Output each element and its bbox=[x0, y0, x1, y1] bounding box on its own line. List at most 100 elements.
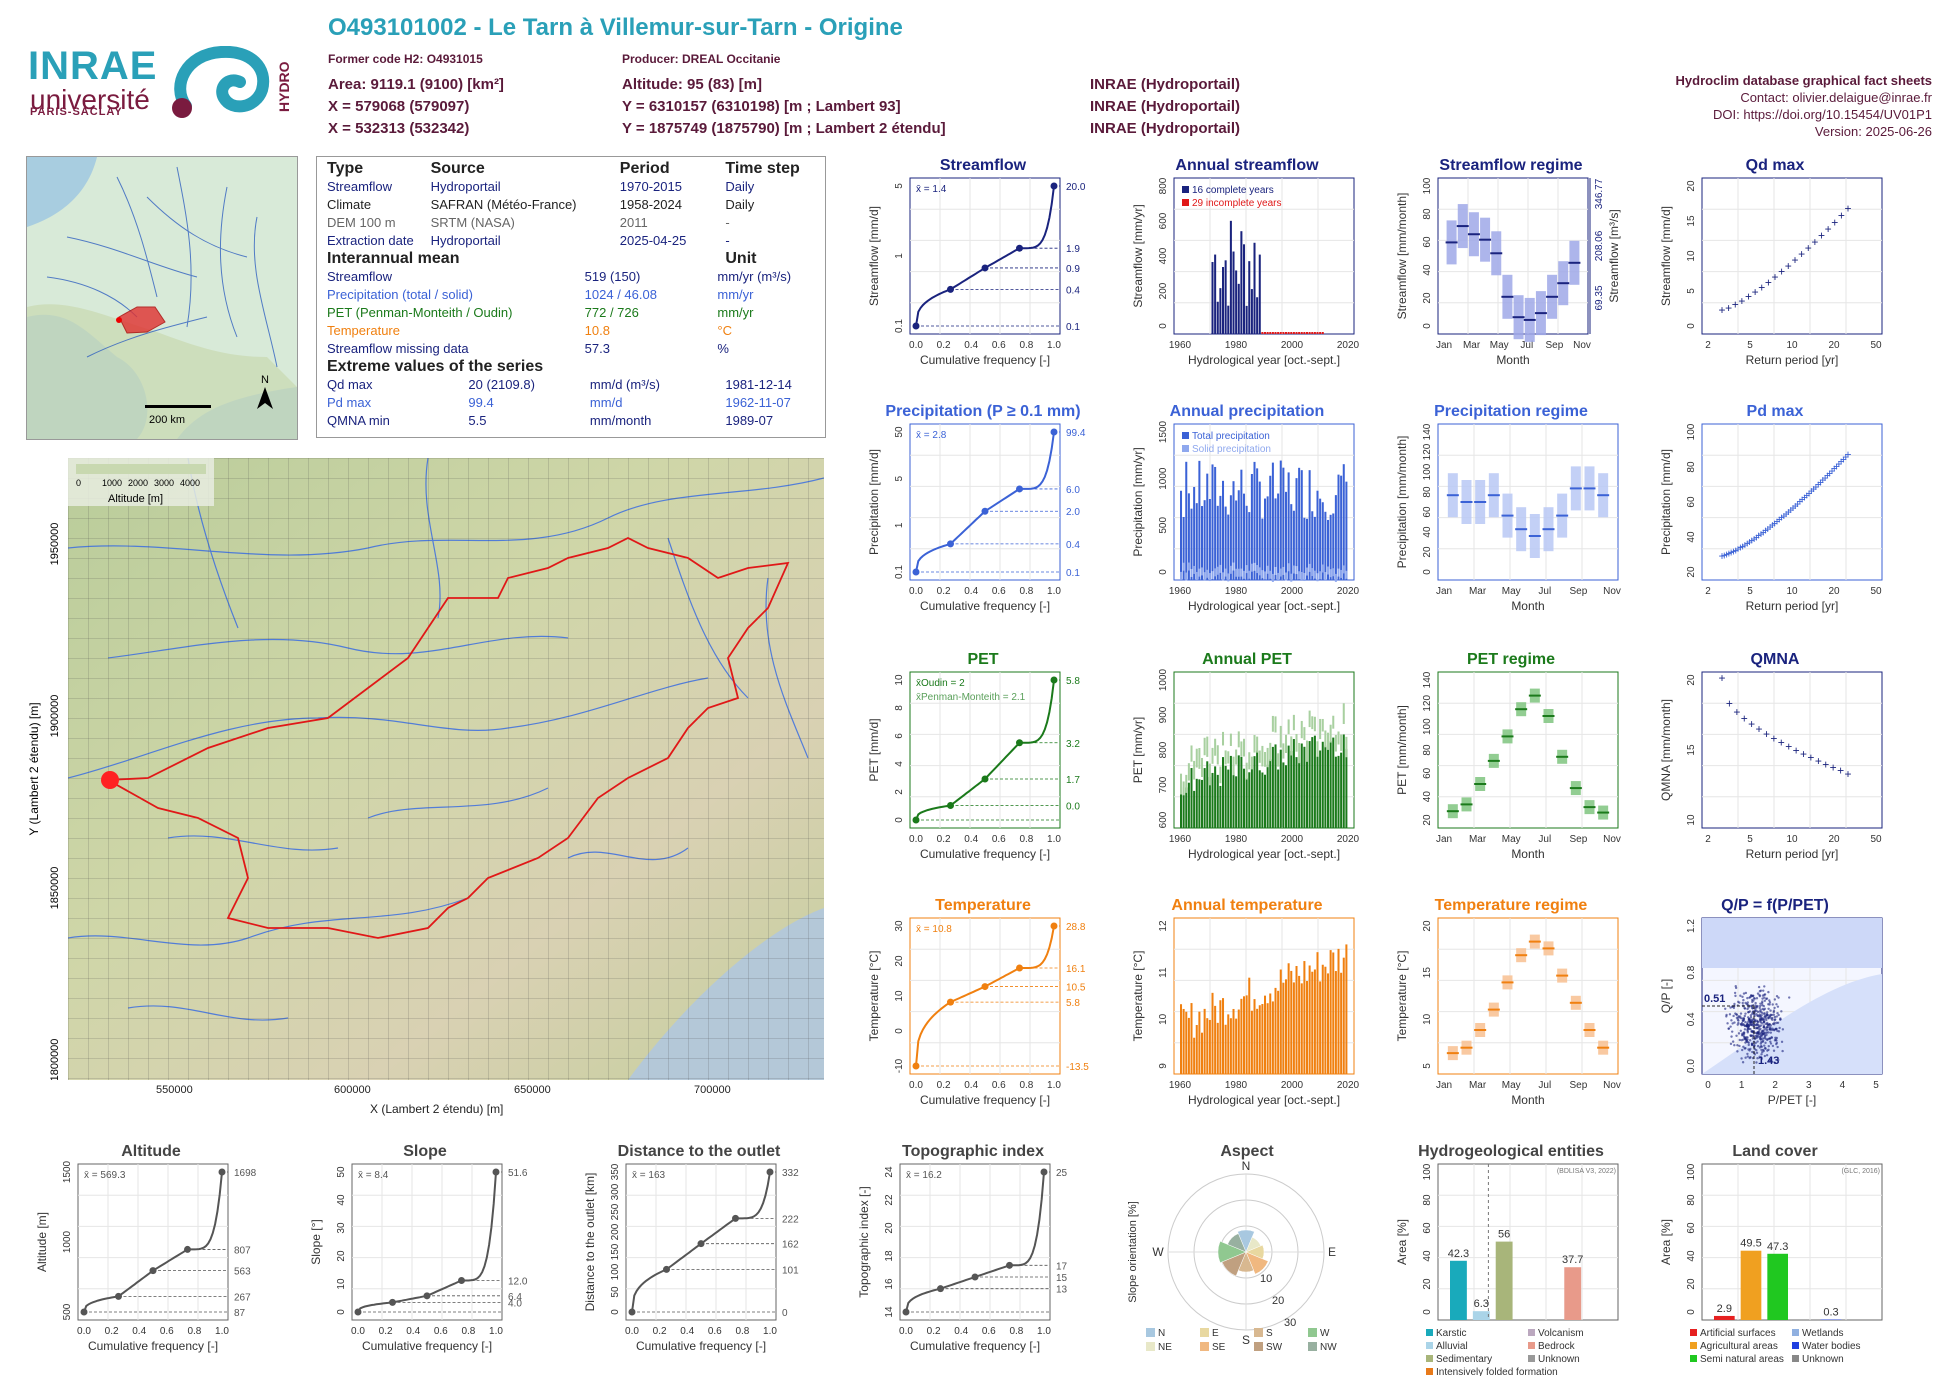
x-tick-label: 1.0 bbox=[1047, 834, 1061, 845]
bar bbox=[1216, 745, 1219, 765]
bar bbox=[1564, 1267, 1582, 1320]
bar bbox=[1214, 254, 1217, 334]
data-point bbox=[1744, 1047, 1747, 1050]
bar bbox=[1216, 505, 1219, 580]
bar bbox=[1292, 714, 1295, 731]
data-point bbox=[1747, 1048, 1750, 1051]
y-tick-label: 20 bbox=[1422, 546, 1433, 558]
data-point bbox=[1771, 1022, 1775, 1026]
bar bbox=[1198, 1011, 1201, 1074]
bar bbox=[1206, 1018, 1209, 1074]
bar bbox=[1256, 468, 1259, 580]
bar bbox=[1282, 982, 1285, 1074]
x-tick-label: Nov bbox=[1603, 834, 1621, 845]
chart-qmna: QMNA Return period [yr] QMNA [mm/month] 2 5 1… bbox=[1659, 651, 1883, 861]
x-tick-label: 0.2 bbox=[105, 1326, 119, 1337]
data-point bbox=[1764, 1047, 1767, 1050]
data-point bbox=[1768, 1037, 1771, 1040]
x-tick-label: 0.4 bbox=[954, 1326, 968, 1337]
data-point bbox=[1776, 1045, 1779, 1049]
legend-label: Volcanism bbox=[1538, 1328, 1584, 1339]
x-tick-label: May bbox=[1502, 586, 1521, 597]
data-point: + bbox=[1769, 518, 1776, 532]
catchment-outline bbox=[104, 536, 790, 939]
data-point bbox=[1771, 1028, 1774, 1032]
bar bbox=[1240, 756, 1243, 828]
data-point: + bbox=[1785, 740, 1792, 754]
data-point bbox=[1768, 999, 1771, 1002]
source-label: (BDLISA V3, 2022) bbox=[1557, 1168, 1616, 1175]
bar bbox=[1182, 1008, 1185, 1074]
bar bbox=[1214, 738, 1217, 756]
bar bbox=[1269, 742, 1272, 762]
bar bbox=[1290, 332, 1293, 334]
bar bbox=[1256, 565, 1259, 574]
legend-swatch bbox=[1200, 1328, 1209, 1337]
extreme-value: 5.5 bbox=[468, 413, 487, 428]
bar bbox=[1243, 244, 1246, 334]
bar bbox=[1229, 755, 1232, 828]
data-point: + bbox=[1835, 457, 1842, 471]
data-point bbox=[1757, 1023, 1760, 1027]
map-yaxis: 1950000 1900000 1850000 1800000 Y (Lambe… bbox=[27, 523, 61, 1080]
data-point bbox=[1788, 996, 1791, 999]
y-tick-label: 80 bbox=[1422, 744, 1433, 756]
bar bbox=[1266, 1003, 1269, 1074]
data-point bbox=[1768, 1001, 1772, 1004]
mean-label: Streamflow missing data bbox=[327, 341, 469, 356]
data-point bbox=[732, 1214, 739, 1222]
data-point bbox=[1730, 1030, 1734, 1033]
x-tick-label: 50 bbox=[1870, 340, 1882, 351]
right-tick-label: 1698 bbox=[234, 1168, 257, 1179]
bar bbox=[1311, 716, 1314, 730]
bar bbox=[1227, 1014, 1230, 1074]
data-point: + bbox=[1838, 208, 1845, 222]
right-tick-label: 69.35 bbox=[1594, 285, 1605, 310]
x-tick-label: 0.0 bbox=[351, 1326, 365, 1337]
chart-title: Annual PET bbox=[1202, 651, 1292, 668]
bar-value-label: 2.9 bbox=[1717, 1303, 1732, 1315]
y-tick-label: 40 bbox=[1422, 526, 1433, 538]
y-tick-label: 40 bbox=[1686, 531, 1697, 543]
legend-swatch bbox=[1308, 1342, 1317, 1351]
bar bbox=[1306, 332, 1309, 334]
y-tick-label: 20 bbox=[1422, 292, 1433, 304]
data-point bbox=[1743, 1028, 1747, 1031]
bar bbox=[1329, 741, 1332, 828]
bar bbox=[1345, 736, 1348, 758]
data-point bbox=[1733, 1044, 1736, 1047]
x-axis-label: Month bbox=[1496, 353, 1529, 367]
data-point bbox=[1759, 989, 1763, 992]
chart-title: QMNA bbox=[1751, 651, 1800, 668]
y-lambert2e: Y = 1875749 (1875790) [m ; Lambert 2 éte… bbox=[622, 120, 946, 137]
x-tick-label: 1980 bbox=[1225, 586, 1248, 597]
data-point bbox=[1776, 1011, 1779, 1015]
data-point bbox=[1744, 1001, 1747, 1005]
info-table-header: Type Source Period Time step bbox=[327, 160, 815, 178]
data-point bbox=[1767, 1017, 1770, 1020]
bar bbox=[1274, 716, 1277, 733]
bar bbox=[1256, 736, 1259, 753]
bar bbox=[1298, 332, 1301, 334]
data-point bbox=[1754, 1041, 1757, 1045]
bar bbox=[1216, 301, 1219, 334]
y-tick-label: 5 bbox=[894, 475, 905, 481]
altitude-legend-tick: 4000 bbox=[180, 478, 200, 488]
data-point: + bbox=[1793, 743, 1800, 757]
x-tick-label: 1.0 bbox=[1047, 340, 1061, 351]
right-tick-label: 807 bbox=[234, 1245, 251, 1256]
x-tick-label: 0.0 bbox=[909, 586, 923, 597]
data-point: + bbox=[1756, 722, 1763, 736]
chart-pd_max: Pd max Return period [yr] Precipitation [m… bbox=[1659, 403, 1883, 613]
y-axis-label: PET [mm/d] bbox=[867, 718, 881, 781]
data-point bbox=[1743, 1014, 1747, 1018]
bar bbox=[1180, 787, 1183, 828]
bar bbox=[1300, 720, 1303, 739]
data-point bbox=[1752, 997, 1756, 1000]
bar bbox=[1211, 992, 1214, 1074]
bar bbox=[1308, 332, 1311, 334]
data-point bbox=[1729, 1025, 1732, 1028]
bar bbox=[1180, 1004, 1183, 1074]
data-point bbox=[1744, 1056, 1747, 1059]
bar bbox=[1337, 755, 1340, 828]
